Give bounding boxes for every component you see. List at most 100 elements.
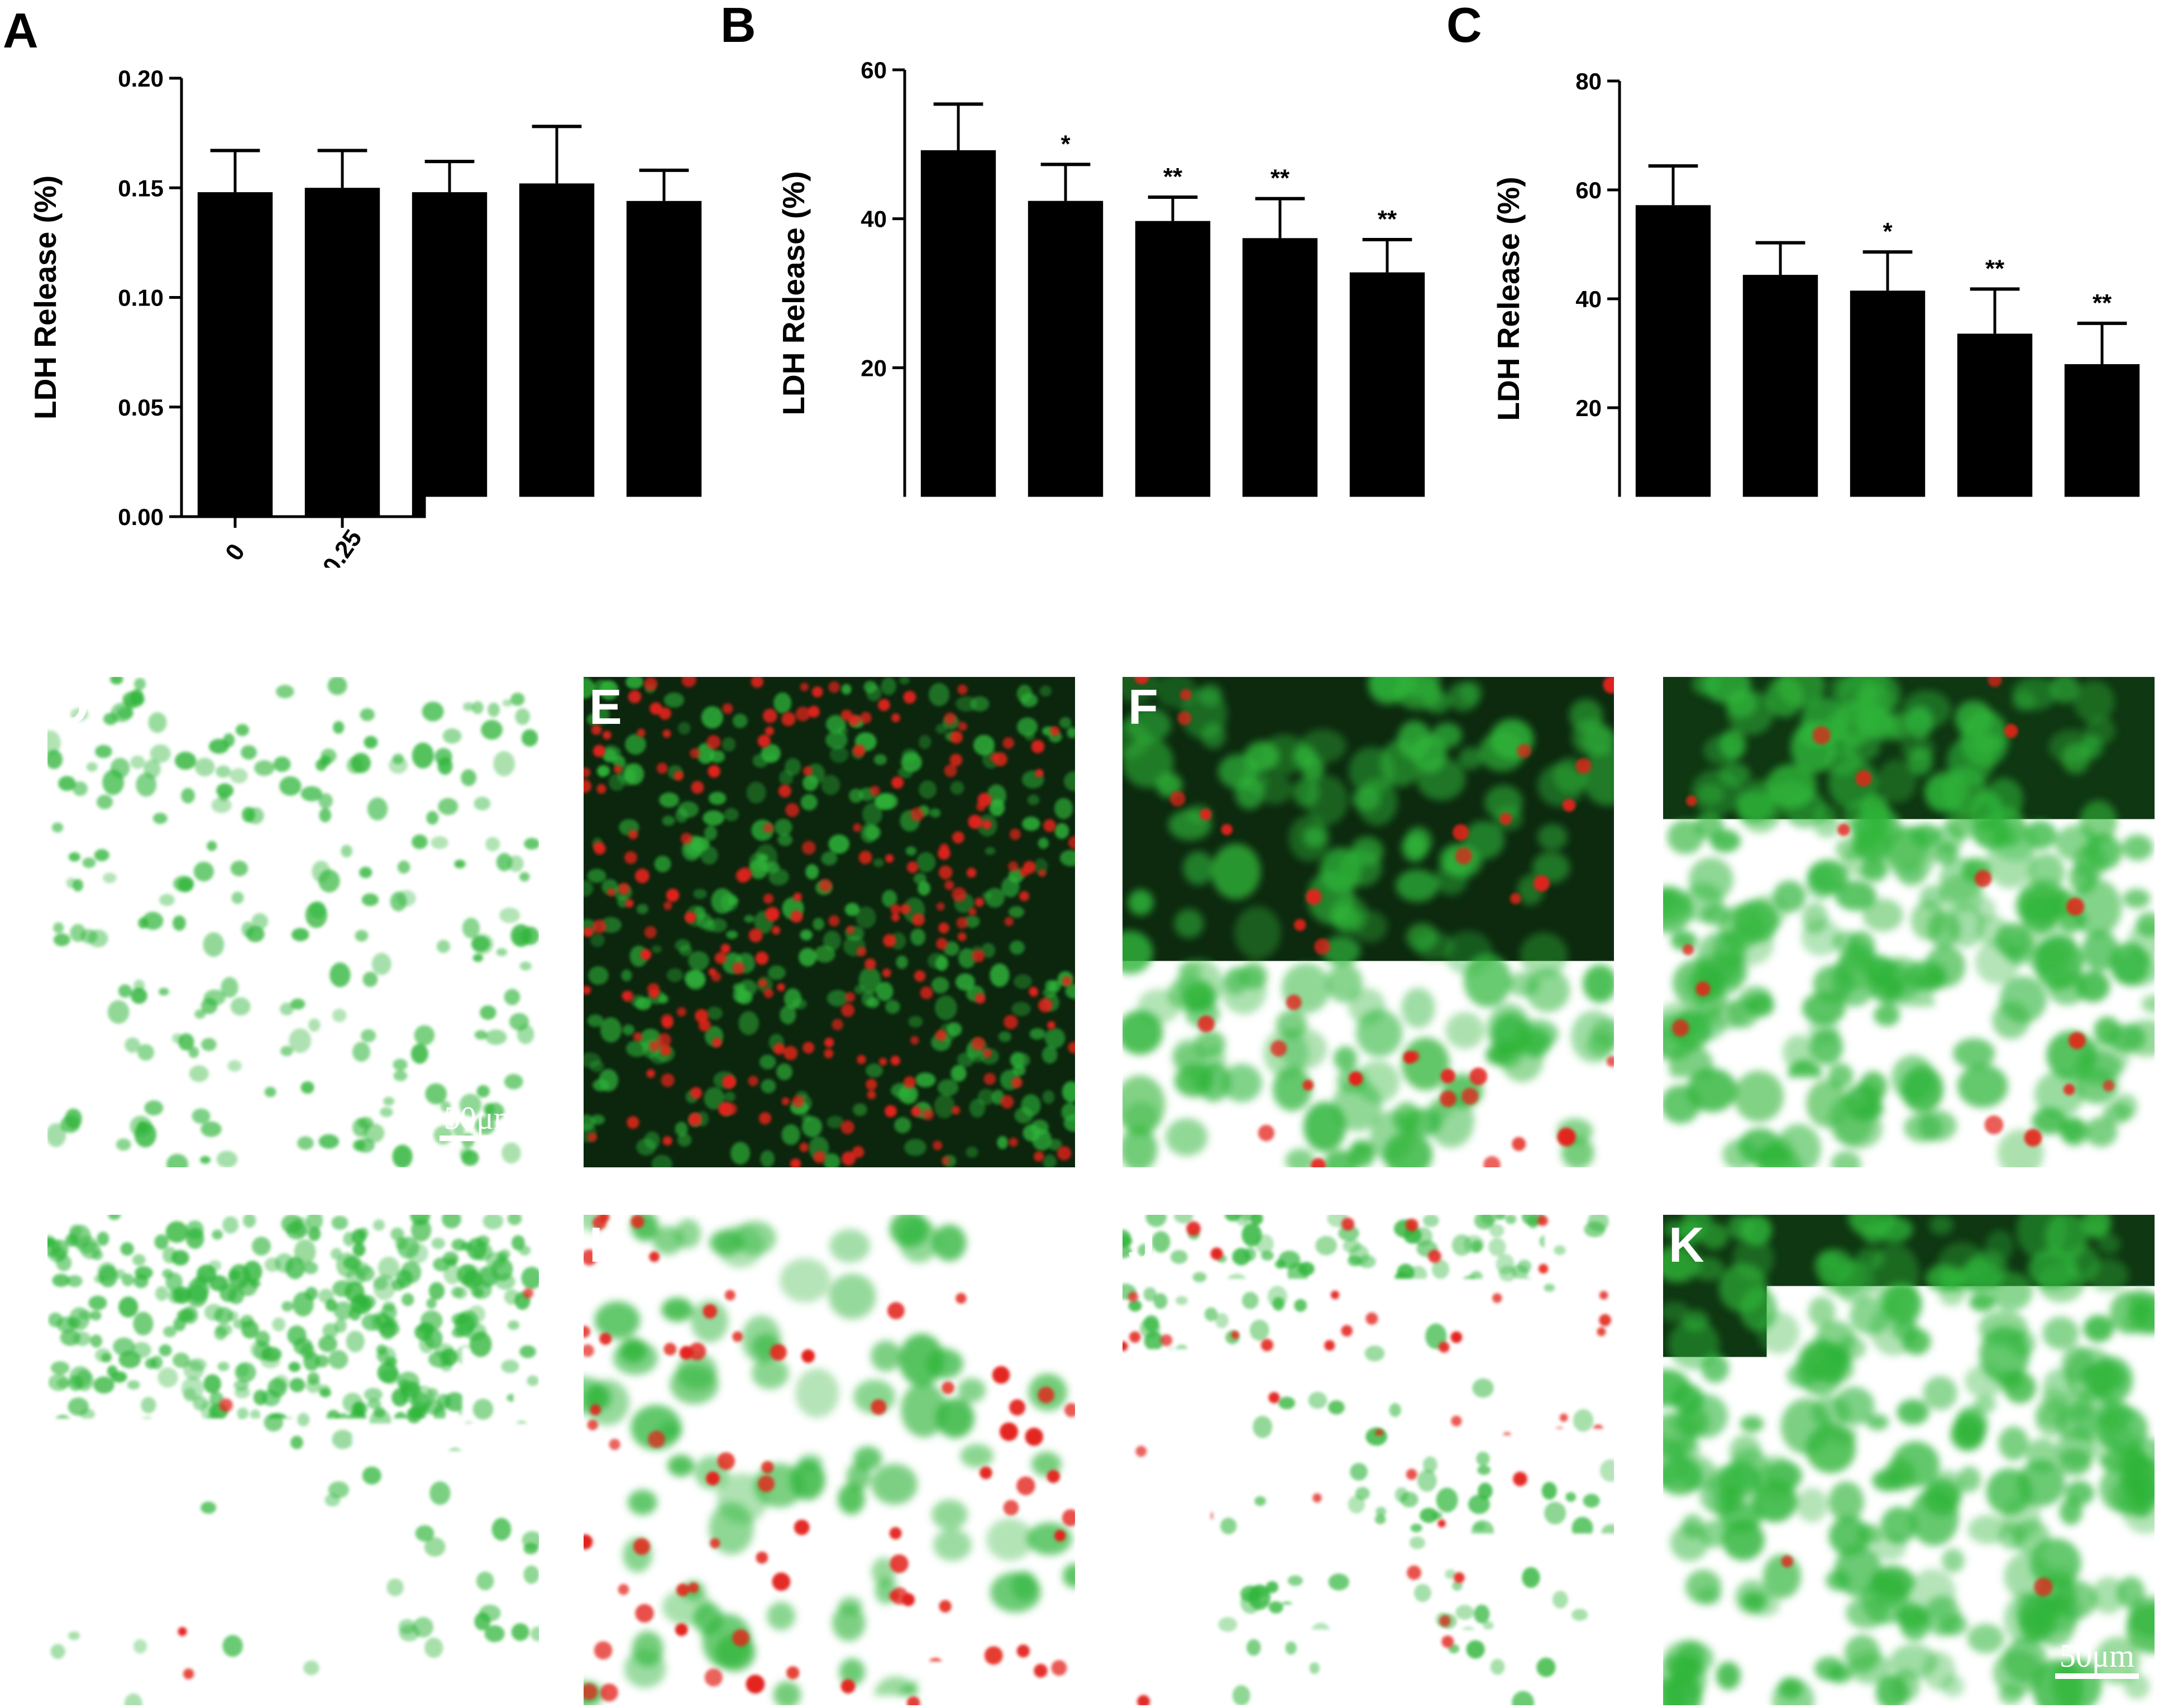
dead-cell (623, 991, 634, 1002)
live-cell (916, 852, 935, 872)
live-cell (1294, 1299, 1307, 1312)
live-cell (1985, 778, 2023, 819)
live-cell (195, 758, 215, 776)
live-cell (1010, 941, 1025, 955)
live-cell (1170, 1522, 1183, 1534)
dead-cell (579, 1326, 591, 1338)
bar (305, 188, 380, 517)
dead-cell (793, 893, 802, 901)
live-cell (515, 708, 530, 725)
live-cell (343, 1232, 355, 1247)
live-cell (859, 967, 881, 994)
live-cell (1513, 1508, 1528, 1523)
dead-cell (1015, 1337, 1027, 1348)
live-cell (1591, 1019, 1630, 1047)
live-cell (690, 837, 710, 852)
live-cell (367, 798, 388, 820)
live-cell (625, 675, 643, 689)
live-cell (67, 1317, 80, 1328)
live-cell (113, 1338, 135, 1356)
live-cell (103, 1687, 115, 1697)
dead-cell (588, 1420, 598, 1430)
live-cell (906, 847, 916, 856)
dead-cell (2103, 1080, 2115, 1092)
live-cell (203, 932, 225, 957)
live-cell (982, 892, 992, 900)
dead-cell (1047, 1470, 1061, 1483)
live-cell (685, 971, 705, 990)
live-cell (1452, 1234, 1472, 1256)
live-cell (1141, 1413, 1163, 1431)
y-tick-label: 0 (1589, 504, 1602, 530)
dead-cell (1593, 1425, 1604, 1436)
live-cell (216, 766, 231, 778)
dead-cell (958, 722, 967, 731)
dead-cell (1686, 795, 1697, 806)
dead-cell (879, 1058, 887, 1066)
dead-cell (1451, 1332, 1463, 1343)
live-cell (453, 1287, 467, 1299)
live-cell (1205, 1600, 1220, 1613)
live-cell (777, 834, 792, 846)
live-cell (1928, 910, 1961, 948)
live-cell (205, 1443, 216, 1452)
live-cell (853, 1104, 867, 1117)
live-cell (242, 807, 255, 823)
live-cell (182, 1545, 196, 1558)
live-cell (285, 1514, 304, 1533)
dead-cell (596, 784, 606, 794)
live-cell (1117, 1598, 1137, 1616)
live-cell (1566, 1447, 1582, 1458)
live-cell (1993, 1649, 2042, 1695)
dead-cell (968, 815, 982, 829)
live-cell (1470, 1271, 1483, 1284)
dead-cell (910, 1036, 919, 1045)
live-cell (372, 953, 391, 975)
dead-cell (972, 950, 985, 962)
live-cell (2058, 1448, 2092, 1476)
live-cell (1974, 1396, 1996, 1413)
bar-charts: A0.000.050.100.150.20LDH Release (%)0 0.2… (3, 0, 2169, 648)
live-cell (1293, 1553, 1315, 1573)
live-cell (394, 1412, 407, 1426)
live-cell (1369, 1458, 1381, 1472)
live-cell (70, 924, 85, 942)
live-cell (2120, 1445, 2147, 1475)
x-tick-label: 0.5 (1152, 531, 1194, 574)
live-cell (394, 1070, 408, 1081)
micrograph-h: H50μm (37, 1206, 545, 1708)
dead-cell (2066, 898, 2084, 915)
live-cell (1740, 1416, 1764, 1433)
live-cell (261, 1347, 282, 1361)
dead-cell (1025, 1428, 1043, 1446)
live-cell (1120, 1127, 1158, 1172)
live-cell (1176, 1296, 1188, 1305)
live-cell (1063, 1564, 1086, 1588)
live-cell (481, 720, 503, 740)
live-cell (466, 1364, 477, 1373)
live-cell (446, 1523, 462, 1537)
live-cell (951, 781, 964, 794)
live-cell (866, 685, 882, 701)
live-cell (823, 1153, 840, 1170)
dead-cell (618, 1584, 629, 1595)
live-cell (1992, 823, 2038, 862)
live-cell (203, 1375, 221, 1394)
dead-cell (689, 1343, 706, 1361)
dead-cell (607, 888, 615, 896)
live-cell (1828, 675, 1851, 701)
live-cell (828, 834, 849, 853)
live-cell (1445, 1012, 1484, 1049)
live-cell (1515, 1373, 1532, 1386)
live-cell (462, 1383, 473, 1393)
cell-field (565, 1201, 1086, 1708)
live-cell (1187, 1526, 1201, 1538)
scale-bar-label: 50μm (2060, 1100, 2134, 1136)
live-cell (1393, 1102, 1420, 1134)
live-cell (334, 1473, 349, 1487)
live-cell (364, 736, 378, 749)
live-cell (118, 1296, 138, 1317)
dead-cell (741, 1465, 753, 1477)
live-cell (361, 1314, 381, 1330)
dead-cell (937, 903, 945, 911)
